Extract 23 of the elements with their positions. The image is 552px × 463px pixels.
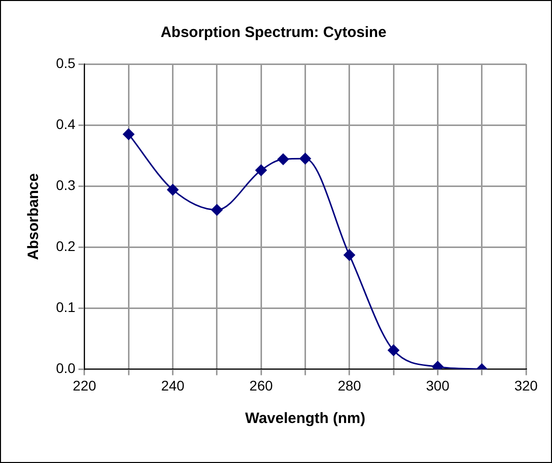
x-axis-title: Wavelength (nm) [245,410,366,428]
point [299,152,312,165]
point [388,344,400,356]
point [166,184,179,196]
y-tick-label: 0.2 [56,238,76,254]
x-tick-label: 300 [426,377,450,394]
y-axis-title: Absorbance [25,173,42,260]
y-tick-label: 0.1 [56,299,76,316]
y-tick-label: 0.5 [56,54,76,71]
point [277,153,290,166]
x-tick-label: 220 [72,377,96,394]
x-tick-label: 320 [514,377,538,394]
point [255,164,268,176]
chart-title: Absorption Spectrum: Cytosine [160,24,386,42]
y-tick-label: 0.3 [56,176,76,193]
y-tick-label: 0.0 [56,360,76,376]
y-tick-label: 0.4 [56,116,76,132]
x-tick-label: 240 [161,377,185,394]
point [122,128,135,140]
point [210,204,223,216]
x-tick-label: 260 [249,377,273,394]
point [343,249,356,262]
x-tick-label: 280 [338,377,362,394]
